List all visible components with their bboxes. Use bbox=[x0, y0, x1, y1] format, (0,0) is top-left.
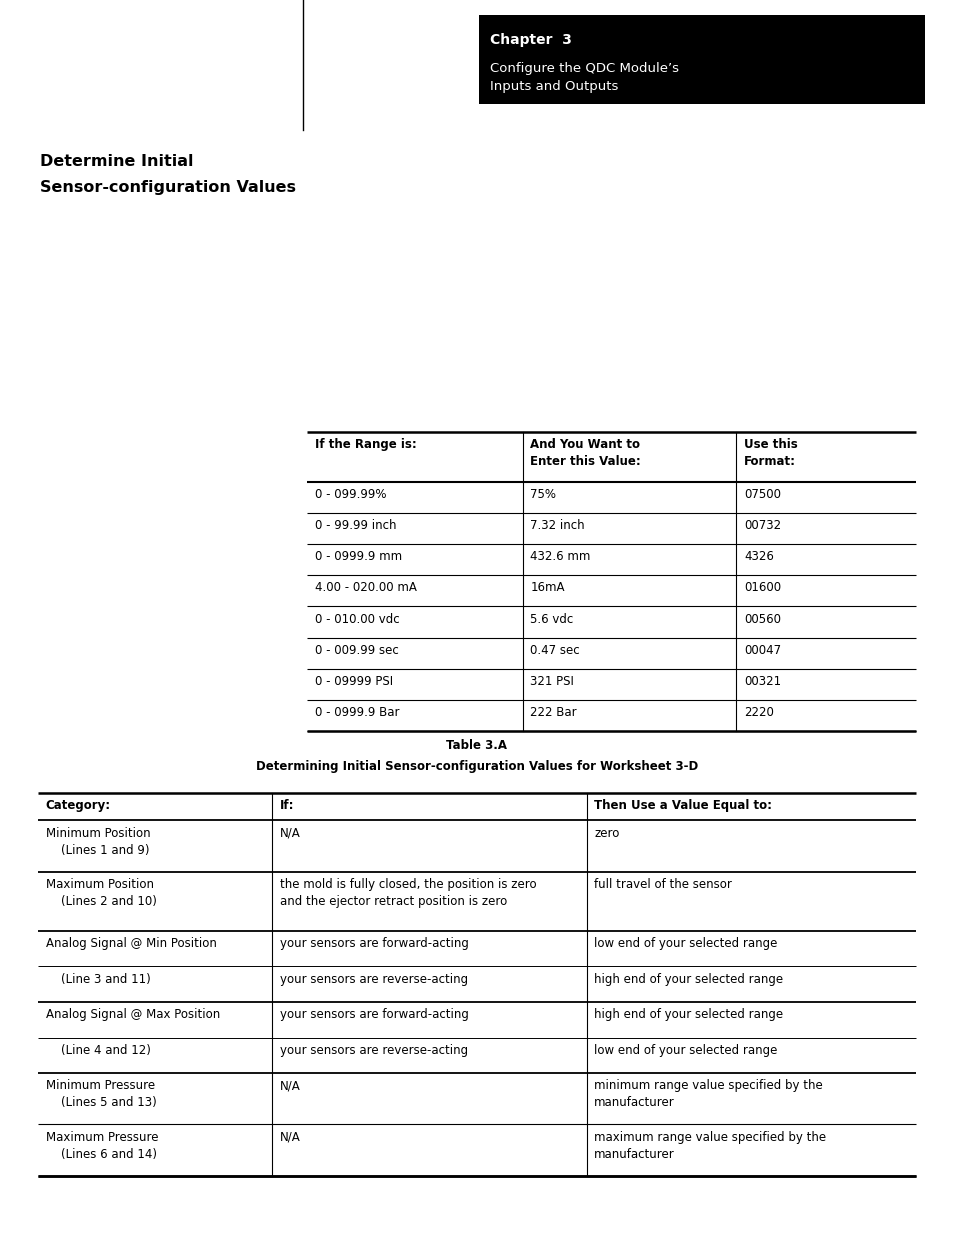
Text: your sensors are reverse-acting: your sensors are reverse-acting bbox=[279, 1044, 467, 1057]
Text: 0 - 099.99%: 0 - 099.99% bbox=[314, 488, 386, 500]
Text: Maximum Position
    (Lines 2 and 10): Maximum Position (Lines 2 and 10) bbox=[46, 878, 156, 908]
Text: Configure the QDC Module’s
Inputs and Outputs: Configure the QDC Module’s Inputs and Ou… bbox=[490, 62, 679, 93]
Text: 00047: 00047 bbox=[743, 643, 781, 657]
Text: Category:: Category: bbox=[46, 799, 111, 813]
Text: 00732: 00732 bbox=[743, 519, 781, 532]
Text: Analog Signal @ Max Position: Analog Signal @ Max Position bbox=[46, 1008, 220, 1021]
Text: 222 Bar: 222 Bar bbox=[530, 706, 577, 719]
Text: (Line 4 and 12): (Line 4 and 12) bbox=[46, 1044, 151, 1057]
Text: 0 - 99.99 inch: 0 - 99.99 inch bbox=[314, 519, 395, 532]
Text: 2220: 2220 bbox=[743, 706, 773, 719]
Text: 00560: 00560 bbox=[743, 613, 781, 625]
Text: 0 - 0999.9 mm: 0 - 0999.9 mm bbox=[314, 550, 401, 563]
Text: low end of your selected range: low end of your selected range bbox=[594, 937, 777, 950]
Text: Use this
Format:: Use this Format: bbox=[743, 438, 797, 468]
Text: Minimum Position
    (Lines 1 and 9): Minimum Position (Lines 1 and 9) bbox=[46, 826, 151, 857]
Text: your sensors are reverse-acting: your sensors are reverse-acting bbox=[279, 973, 467, 986]
Text: zero: zero bbox=[594, 826, 619, 840]
Text: low end of your selected range: low end of your selected range bbox=[594, 1044, 777, 1057]
Text: And You Want to
Enter this Value:: And You Want to Enter this Value: bbox=[530, 438, 640, 468]
Text: Table 3.A: Table 3.A bbox=[446, 739, 507, 752]
Text: If:: If: bbox=[279, 799, 294, 813]
Text: Analog Signal @ Min Position: Analog Signal @ Min Position bbox=[46, 937, 216, 950]
Text: Maximum Pressure
    (Lines 6 and 14): Maximum Pressure (Lines 6 and 14) bbox=[46, 1130, 158, 1161]
Text: 0 - 09999 PSI: 0 - 09999 PSI bbox=[314, 674, 393, 688]
Text: 4326: 4326 bbox=[743, 550, 773, 563]
Text: 0 - 009.99 sec: 0 - 009.99 sec bbox=[314, 643, 398, 657]
Text: high end of your selected range: high end of your selected range bbox=[594, 973, 782, 986]
FancyBboxPatch shape bbox=[478, 15, 924, 104]
Text: If the Range is:: If the Range is: bbox=[314, 438, 416, 452]
Text: Determining Initial Sensor-configuration Values for Worksheet 3-D: Determining Initial Sensor-configuration… bbox=[255, 760, 698, 773]
Text: Chapter  3: Chapter 3 bbox=[490, 33, 572, 47]
Text: N/A: N/A bbox=[279, 1130, 300, 1144]
Text: 07500: 07500 bbox=[743, 488, 781, 500]
Text: minimum range value specified by the
manufacturer: minimum range value specified by the man… bbox=[594, 1079, 822, 1109]
Text: high end of your selected range: high end of your selected range bbox=[594, 1008, 782, 1021]
Text: 5.6 vdc: 5.6 vdc bbox=[530, 613, 573, 625]
Text: your sensors are forward-acting: your sensors are forward-acting bbox=[279, 1008, 468, 1021]
Text: Determine Initial: Determine Initial bbox=[40, 154, 193, 169]
Text: maximum range value specified by the
manufacturer: maximum range value specified by the man… bbox=[594, 1130, 825, 1161]
Text: Then Use a Value Equal to:: Then Use a Value Equal to: bbox=[594, 799, 772, 813]
Text: 0 - 010.00 vdc: 0 - 010.00 vdc bbox=[314, 613, 399, 625]
Text: your sensors are forward-acting: your sensors are forward-acting bbox=[279, 937, 468, 950]
Text: 01600: 01600 bbox=[743, 582, 781, 594]
Text: 0 - 0999.9 Bar: 0 - 0999.9 Bar bbox=[314, 706, 399, 719]
Text: Sensor-configuration Values: Sensor-configuration Values bbox=[40, 180, 295, 195]
Text: 7.32 inch: 7.32 inch bbox=[530, 519, 584, 532]
Text: N/A: N/A bbox=[279, 826, 300, 840]
Text: 00321: 00321 bbox=[743, 674, 781, 688]
Text: 0.47 sec: 0.47 sec bbox=[530, 643, 579, 657]
Text: the mold is fully closed, the position is zero
and the ejector retract position : the mold is fully closed, the position i… bbox=[279, 878, 536, 908]
Text: full travel of the sensor: full travel of the sensor bbox=[594, 878, 732, 890]
Text: N/A: N/A bbox=[279, 1079, 300, 1092]
Text: 16mA: 16mA bbox=[530, 582, 564, 594]
Text: 432.6 mm: 432.6 mm bbox=[530, 550, 590, 563]
Text: 75%: 75% bbox=[530, 488, 556, 500]
Text: (Line 3 and 11): (Line 3 and 11) bbox=[46, 973, 151, 986]
Text: Minimum Pressure
    (Lines 5 and 13): Minimum Pressure (Lines 5 and 13) bbox=[46, 1079, 156, 1109]
Text: 4.00 - 020.00 mA: 4.00 - 020.00 mA bbox=[314, 582, 416, 594]
Text: 321 PSI: 321 PSI bbox=[530, 674, 574, 688]
